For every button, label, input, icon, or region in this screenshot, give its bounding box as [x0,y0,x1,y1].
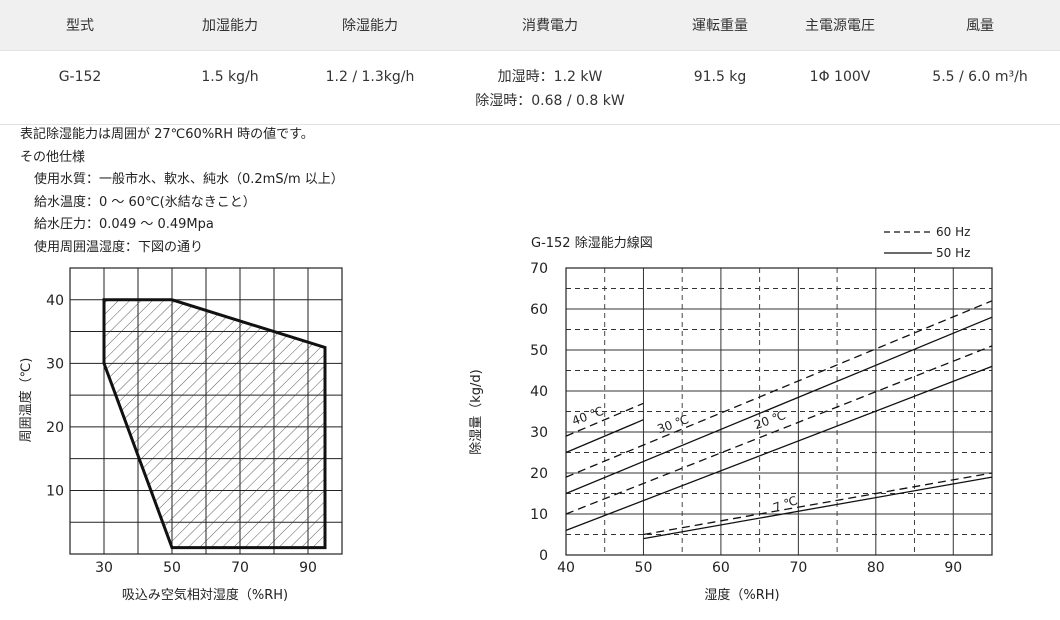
series-line [565,402,644,437]
series-line [565,345,993,515]
plot-frame [69,267,343,555]
series-line [643,476,993,540]
dehumidify-xlabel: 湿度（%RH) [704,587,779,603]
plot-frame [565,267,993,556]
header-humidify: 加湿能力 [160,0,300,51]
dehumidify-chart-title: G-152 除湿能力線図 [531,235,653,251]
dehumidify-capacity-chart: G-152 除湿能力線図 60 Hz 50 Hz 40 50 60 70 80 90 0 10… [469,225,993,603]
cell-power-humidify: 加湿時：1.2 kW [497,69,603,85]
y-tick-label: 10 [46,483,64,499]
header-power: 消費電力 [440,0,660,51]
y-tick-label: 70 [530,261,548,277]
series-label: 40 ℃ [570,404,605,428]
cell-voltage: 1Φ 100V [780,50,900,125]
x-tick-label: 30 [95,560,113,576]
y-tick-label: 40 [46,293,64,309]
x-tick-label: 70 [789,560,807,576]
dehumidify-ticks: 40 50 60 70 80 90 0 10 20 30 40 50 60 70 [530,261,962,576]
y-tick-label: 10 [530,507,548,523]
header-model: 型式 [0,0,160,51]
cell-weight: 91.5 kg [660,50,780,125]
series-label: 30 ℃ [655,412,690,436]
cell-model: G-152 [0,50,160,125]
y-tick-label: 20 [46,420,64,436]
y-tick-label: 30 [46,356,64,372]
x-tick-label: 70 [231,560,249,576]
note-water-quality: 使用水質：一般市水、軟水、純水（0.2mS/m 以上） [34,172,344,187]
cell-airflow: 5.5 / 6.0 m³/h [900,50,1060,125]
note-water-pressure: 給水圧力：0.049 ～ 0.49Mpa [34,217,214,232]
y-tick-label: 20 [530,466,548,482]
spec-header-row: 型式 加湿能力 除湿能力 消費電力 運転重量 主電源電圧 風量 [0,0,1060,51]
x-tick-label: 50 [163,560,181,576]
series-line [565,365,993,532]
y-tick-label: 0 [539,548,548,564]
header-airflow: 風量 [900,0,1060,51]
series-line [565,300,993,478]
header-voltage: 主電源電圧 [780,0,900,51]
spec-table: 型式 加湿能力 除湿能力 消費電力 運転重量 主電源電圧 風量 G-152 1.… [0,0,1060,125]
y-tick-label: 40 [530,384,548,400]
chart-legend: 60 Hz 50 Hz [884,225,970,260]
x-tick-label: 60 [712,560,730,576]
cell-power: 加湿時：1.2 kW 除湿時：0.68 / 0.8 kW [440,50,660,125]
dehumidify-series [565,300,993,540]
operating-range-xlabel: 吸込み空気相対湿度（%RH) [122,587,288,603]
dehumidify-ylabel: 除湿量（kg/d) [469,369,484,454]
cell-humidify: 1.5 kg/h [160,50,300,125]
series-line [565,316,993,495]
operating-range-ticks: 30 50 70 90 10 20 30 40 [46,293,317,576]
legend-50hz: 50 Hz [936,246,970,260]
note-dehumidify-condition: 表記除湿能力は周囲が 27℃60%RH 時の値です。 [20,127,314,142]
x-tick-label: 50 [635,560,653,576]
x-tick-label: 90 [299,560,317,576]
y-tick-label: 60 [530,302,548,318]
operating-range-chart: 30 50 70 90 10 20 30 40 吸込み空気相対湿度（%RH) 周囲温度（℃) [18,267,343,603]
note-other-specs-heading: その他仕様 [20,149,86,165]
header-weight: 運転重量 [660,0,780,51]
spec-data-row: G-152 1.5 kg/h 1.2 / 1.3kg/h 加湿時：1.2 kW … [0,50,1060,125]
series-line [643,472,993,536]
cell-power-dehumidify: 除湿時：0.68 / 0.8 kW [475,93,625,109]
operating-range-region [102,298,327,550]
operating-range-ylabel: 周囲温度（℃) [18,358,34,443]
series-line [565,419,644,454]
spec-notes: 表記除湿能力は周囲が 27℃60%RH 時の値です。 その他仕様 使用水質：一般… [20,124,344,259]
y-tick-label: 50 [530,343,548,359]
note-ambient: 使用周囲温湿度：下図の通り [34,239,204,255]
header-dehumidify: 除湿能力 [300,0,440,51]
x-tick-label: 90 [944,560,962,576]
x-tick-label: 80 [867,560,885,576]
legend-60hz: 60 Hz [936,225,970,239]
y-tick-label: 30 [530,425,548,441]
cell-dehumidify: 1.2 / 1.3kg/h [300,50,440,125]
x-tick-label: 40 [557,560,575,576]
note-water-temp: 給水温度：0 ～ 60℃(氷結なきこと） [34,194,256,210]
